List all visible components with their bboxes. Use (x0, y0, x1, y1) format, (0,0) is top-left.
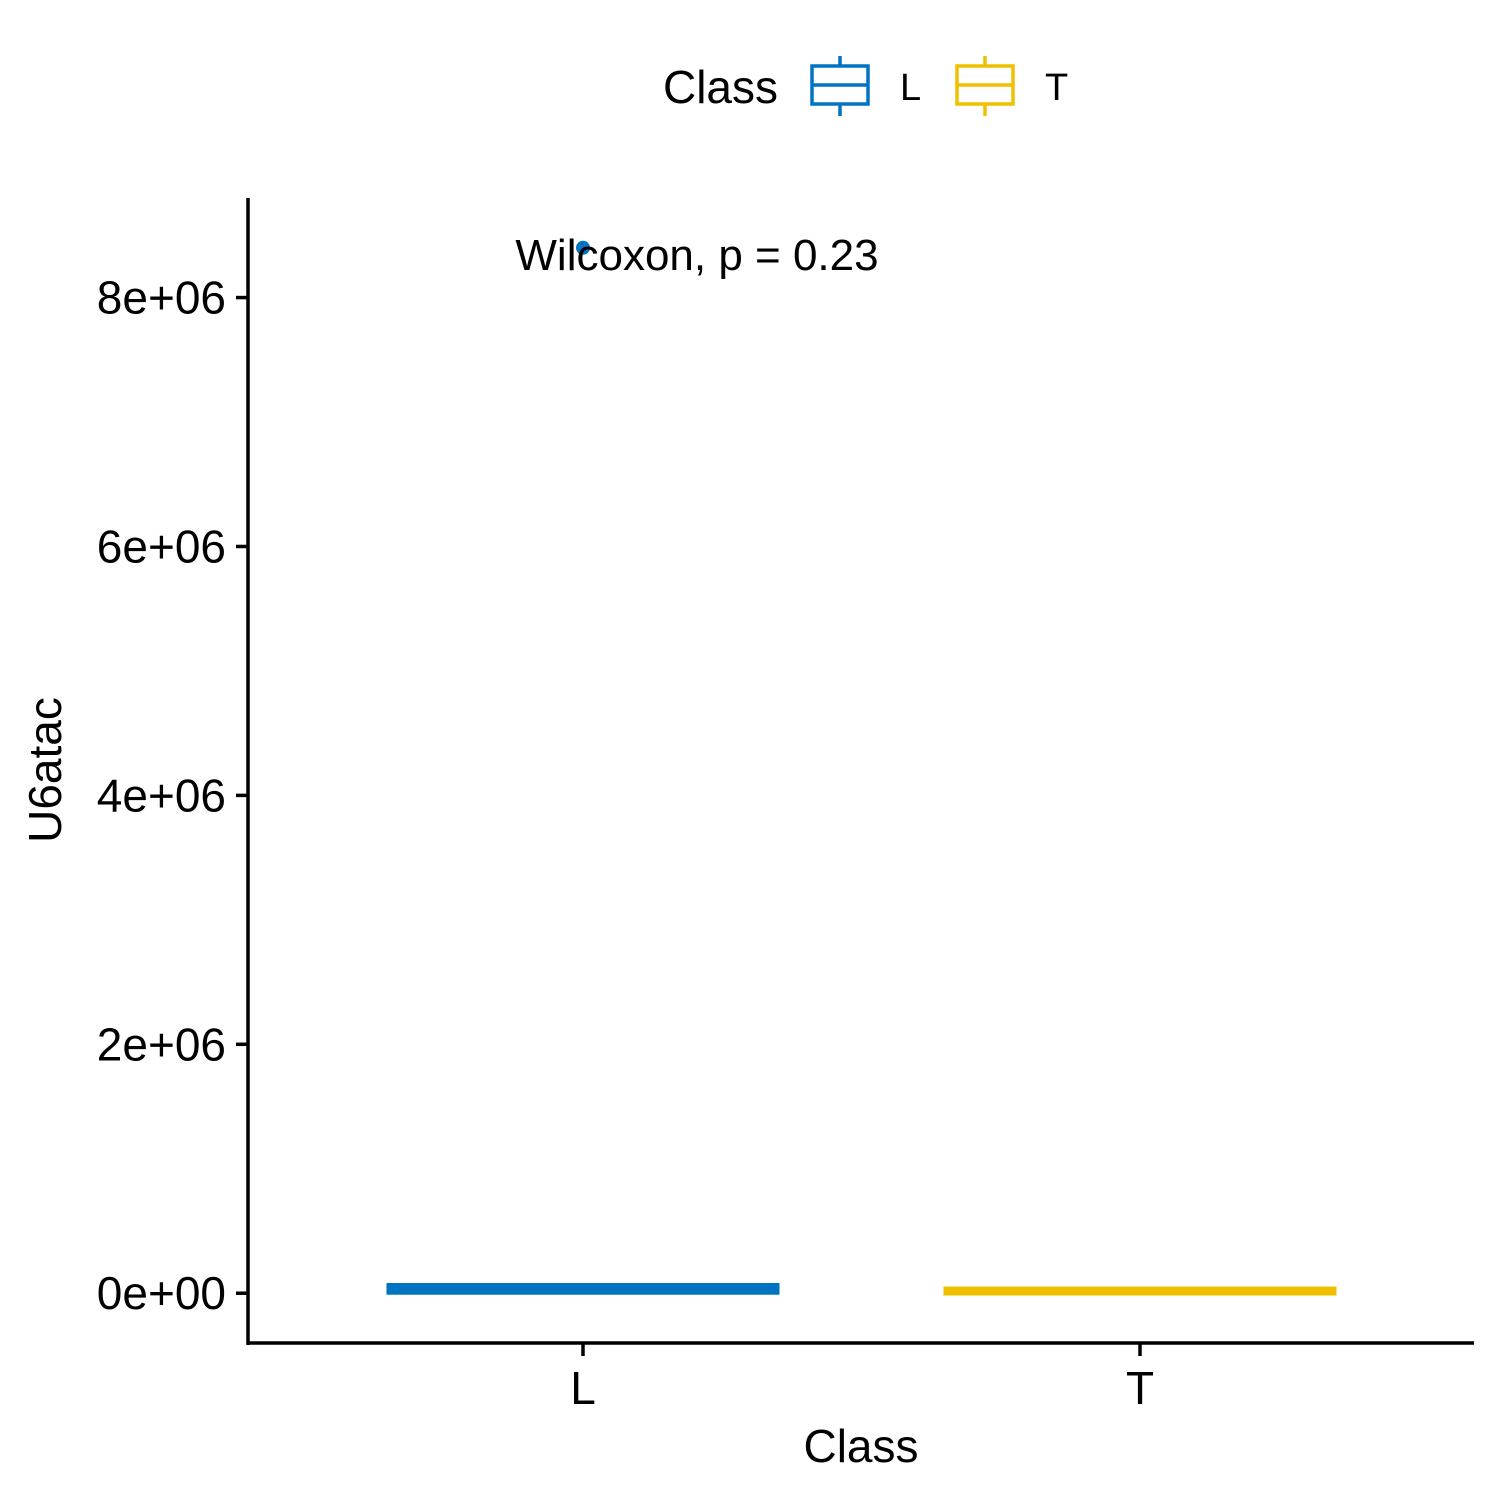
x-tick-label: L (570, 1362, 596, 1414)
y-axis-title: U6atac (19, 697, 71, 843)
legend-label: L (900, 67, 921, 109)
legend-label: T (1045, 67, 1068, 109)
outliers (576, 240, 590, 255)
legend: Class L T (663, 56, 1068, 116)
legend-entry-L: L (810, 56, 921, 116)
x-axis-title: Class (803, 1420, 918, 1472)
legend-title: Class (663, 61, 778, 113)
y-ticks: 0e+00 2e+06 4e+06 6e+06 8e+06 (97, 272, 248, 1319)
x-tick-label: T (1126, 1362, 1154, 1414)
boxes (386, 1283, 1337, 1296)
y-tick-label: 4e+06 (97, 769, 226, 821)
legend-entry-T: T (955, 56, 1068, 116)
y-tick-label: 0e+00 (97, 1267, 226, 1319)
outlier-point-L (576, 240, 590, 255)
y-tick-label: 2e+06 (97, 1018, 226, 1070)
box-L (386, 1283, 780, 1295)
wilcoxon-annotation: Wilcoxon, p = 0.23 (515, 231, 878, 280)
box-T (943, 1286, 1337, 1296)
y-tick-label: 8e+06 (97, 272, 226, 324)
y-tick-label: 6e+06 (97, 520, 226, 572)
